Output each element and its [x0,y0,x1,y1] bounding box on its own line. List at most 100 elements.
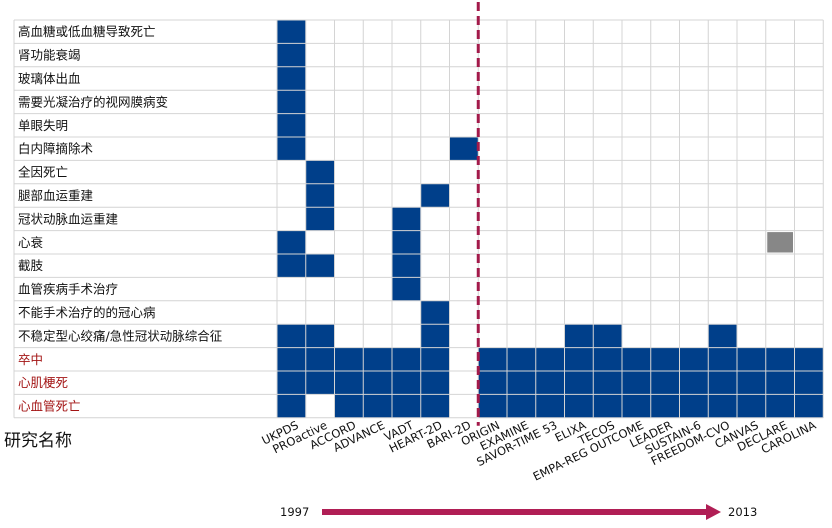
heatmap-cell [765,371,795,395]
heatmap-cell [392,371,421,395]
heatmap-cell [564,324,594,348]
heatmap-cell [478,394,507,418]
row-label: 不能手术治疗的的冠心病 [18,305,156,320]
row-label: 卒中 [18,352,43,367]
heatmap-cell [334,394,364,418]
heatmap-cell [593,347,622,371]
heatmap-cell [737,394,766,418]
heatmap-cell [650,347,680,371]
heatmap-cell [277,137,306,161]
row-label: 白内障摘除术 [18,141,94,156]
heatmap-cell [392,347,421,371]
heatmap-cell [737,371,766,395]
row-label: 全因死亡 [18,165,68,180]
row-label: 心肌梗死 [18,375,68,390]
heatmap-cell [277,113,306,137]
heatmap-cell [679,394,709,418]
heatmap-cell [305,207,335,231]
heatmap-cell [305,324,335,348]
heatmap-cell [277,394,306,418]
x-axis-title: 研究名称 [4,431,72,451]
heatmap-cell [305,160,335,184]
timeline-start-year: 1997 [280,505,309,519]
heatmap-cell [392,230,421,254]
heatmap-cell [277,66,306,91]
heatmap-cell [622,371,651,395]
heatmap-cell [392,254,421,278]
heatmap-cell [708,324,737,348]
heatmap-cell [794,347,824,371]
row-label: 高血糖或低血糖导致死亡 [18,24,156,39]
heatmap-cell [277,230,306,254]
heatmap-cell [535,347,565,371]
heatmap-cell [363,394,392,418]
heatmap-cells [277,20,824,418]
heatmap-cell [392,207,421,231]
heatmap-cell [392,277,421,301]
row-label: 冠状动脉血运重建 [18,211,119,226]
heatmap-cell [305,347,335,371]
heatmap-cell [277,347,306,371]
heatmap-cell [449,137,479,161]
heatmap-cell [420,300,450,325]
heatmap-cell [277,254,306,278]
heatmap-cell [650,371,680,395]
heatmap-cell [305,183,335,208]
heatmap-cell [535,394,565,418]
heatmap-cell [564,347,594,371]
heatmap-cell [392,394,421,418]
heatmap-cell [564,394,594,418]
heatmap-cell [708,371,737,395]
heatmap-cell [334,347,364,371]
heatmap-cell [593,371,622,395]
heatmap-cell [334,371,364,395]
heatmap-cell [794,371,824,395]
heatmap-cell [277,324,306,348]
row-label: 需要光凝治疗的视网膜病变 [18,94,168,109]
grid-lines [13,19,824,419]
heatmap-cell [593,394,622,418]
timeline-end-year: 2013 [728,505,757,519]
heatmap-cell [622,347,651,371]
heatmap-cell [277,90,306,114]
heatmap-cell [535,371,565,395]
heatmap-cell [622,394,651,418]
heatmap-cell [765,347,795,371]
heatmap-cell [507,347,536,371]
heatmap-cell [363,347,392,371]
heatmap-cell [363,371,392,395]
timeline: 1997 2013 [280,504,757,520]
heatmap-cell [277,371,306,395]
heatmap-cell [420,347,450,371]
row-label: 腿部血运重建 [18,188,94,203]
heatmap-cell [277,43,306,67]
row-label: 玻璃体出血 [18,71,81,86]
heatmap-cell [277,20,306,44]
heatmap-cell [305,254,335,278]
heatmap-cell [507,394,536,418]
heatmap-cell [478,371,507,395]
heatmap-cell [679,371,709,395]
row-label: 截肢 [18,258,44,273]
row-label: 单眼失明 [18,118,68,133]
heatmap-cell [767,232,793,253]
heatmap-cell [507,371,536,395]
heatmap-cell [708,347,737,371]
row-label: 血管疾病手术治疗 [18,282,118,297]
heatmap-cell [708,394,737,418]
heatmap-cell [420,394,450,418]
heatmap-cell [305,371,335,395]
heatmap-cell [420,324,450,348]
heatmap-cell [765,394,795,418]
heatmap-cell [794,394,824,418]
heatmap-cell [650,394,680,418]
row-labels: 高血糖或低血糖导致死亡肾功能衰竭玻璃体出血需要光凝治疗的视网膜病变单眼失明白内障… [18,24,223,413]
heatmap-cell [679,347,709,371]
heatmap-cell [564,371,594,395]
heatmap-cell [478,347,507,371]
heatmap-cell [737,347,766,371]
row-label: 肾功能衰竭 [18,48,81,63]
heatmap-cell [593,324,622,348]
column-labels: UKPDSPROactiveACCORDADVANCEVADTHEART-2DB… [259,417,818,483]
